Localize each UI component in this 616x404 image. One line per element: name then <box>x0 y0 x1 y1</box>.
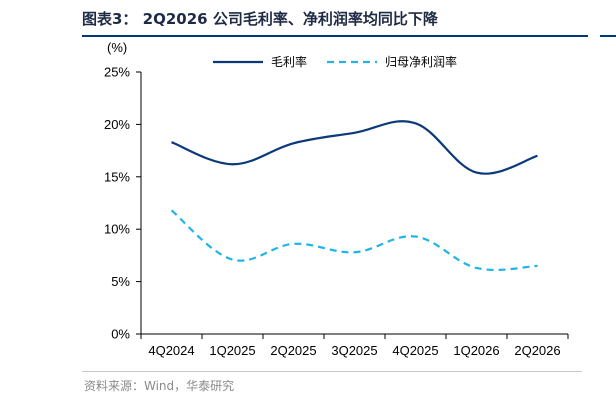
x-tick-label: 1Q2026 <box>453 343 499 358</box>
legend-label: 毛利率 <box>271 54 307 69</box>
y-axis-label: (%) <box>107 40 127 55</box>
series-line-net-margin <box>170 209 538 272</box>
x-tick-label: 2Q2025 <box>270 343 316 358</box>
x-tick-label: 2Q2026 <box>514 343 560 358</box>
right-edge-rule <box>600 35 616 37</box>
figure-title: 图表3： 2Q2026 公司毛利率、净利润率均同比下降 <box>82 10 438 28</box>
title-rule <box>82 35 588 37</box>
x-tick-label: 4Q2025 <box>392 343 438 358</box>
y-tick-label: 25% <box>104 65 130 80</box>
source-note: 资料来源：Wind，华泰研究 <box>84 379 235 393</box>
x-tick-labels: 4Q2024 1Q2025 2Q2025 3Q2025 4Q2025 1Q2026 2Q20… <box>148 343 560 358</box>
x-tick-label: 1Q2025 <box>209 343 255 358</box>
series-lines <box>170 120 538 272</box>
legend: 毛利率 归母净利润率 <box>213 54 457 69</box>
legend-label: 归母净利润率 <box>385 54 457 69</box>
y-tick-label: 0% <box>111 327 130 342</box>
y-tick-label: 5% <box>111 274 130 289</box>
series-line-gross-margin <box>171 120 538 175</box>
x-tick-label: 3Q2025 <box>331 343 377 358</box>
y-tick-label: 15% <box>104 169 130 184</box>
y-tick-label: 20% <box>104 117 130 132</box>
y-tick-label: 10% <box>104 222 130 237</box>
y-tick-labels: 0% 5% 10% 15% 20% 25% <box>104 65 130 342</box>
axes <box>136 71 569 339</box>
source-rule <box>82 371 582 372</box>
x-tick-label: 4Q2024 <box>148 343 194 358</box>
